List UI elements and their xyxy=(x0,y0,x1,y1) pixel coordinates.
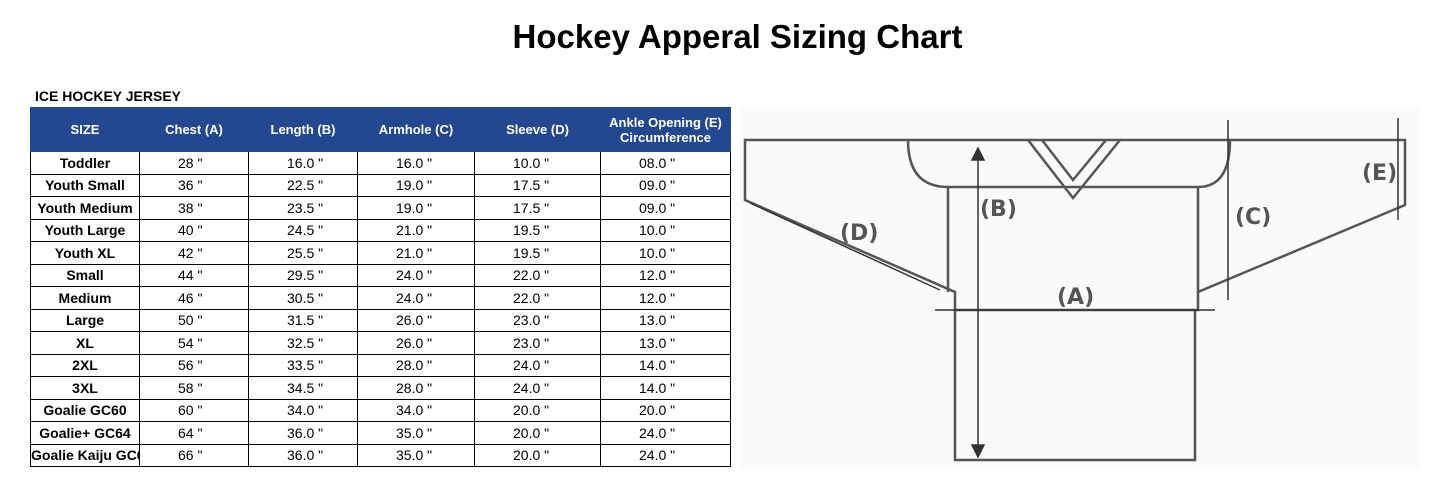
header-cell: Ankle Opening (E) Circumference xyxy=(600,107,731,152)
header-row: SIZE Chest (A) Length (B) Armhole (C) Sleeve… xyxy=(30,107,731,152)
value-cell: 20.0 " xyxy=(474,443,601,467)
value-cell: 17.5 " xyxy=(474,173,601,197)
size-cell: Toddler xyxy=(30,151,140,175)
label-a: (A) xyxy=(1057,285,1094,310)
value-cell: 19.0 " xyxy=(357,196,475,220)
header-cell: SIZE xyxy=(30,107,140,152)
value-cell: 28 " xyxy=(139,151,249,175)
table-row: Youth Small 36 " 22.5 " 19.0 " 17.5 " 09.0 " xyxy=(30,173,731,197)
size-table: SIZE Chest (A) Length (B) Armhole (C) Sleeve… xyxy=(30,107,731,467)
measure-lines xyxy=(749,118,1399,459)
header-cell: Length (B) xyxy=(248,107,358,152)
value-cell: 23.5 " xyxy=(248,196,358,220)
value-cell: 13.0 " xyxy=(600,331,731,355)
value-cell: 12.0 " xyxy=(600,286,731,310)
value-cell: 16.0 " xyxy=(357,151,475,175)
value-cell: 24.0 " xyxy=(600,421,731,445)
value-cell: 46 " xyxy=(139,286,249,310)
value-cell: 10.0 " xyxy=(600,218,731,242)
table-row: Youth Large 40 " 24.5 " 21.0 " 19.5 " 10.0 " xyxy=(30,218,731,242)
value-cell: 40 " xyxy=(139,218,249,242)
value-cell: 14.0 " xyxy=(600,376,731,400)
table-row: Goalie+ GC64 64 " 36.0 " 35.0 " 20.0 " 24.0 " xyxy=(30,421,731,445)
value-cell: 09.0 " xyxy=(600,173,731,197)
value-cell: 36.0 " xyxy=(248,443,358,467)
value-cell: 08.0 " xyxy=(600,151,731,175)
v-neck xyxy=(1027,139,1121,201)
header-cell: Chest (A) xyxy=(139,107,249,152)
value-cell: 17.5 " xyxy=(474,196,601,220)
collar xyxy=(906,139,1232,189)
value-cell: 31.5 " xyxy=(248,308,358,332)
label-b: (B) xyxy=(980,197,1017,222)
value-cell: 19.5 " xyxy=(474,218,601,242)
value-cell: 19.5 " xyxy=(474,241,601,265)
value-cell: 30.5 " xyxy=(248,286,358,310)
header-cell: Sleeve (D) xyxy=(474,107,601,152)
value-cell: 66 " xyxy=(139,443,249,467)
size-cell: Medium xyxy=(30,286,140,310)
value-cell: 21.0 " xyxy=(357,218,475,242)
value-cell: 21.0 " xyxy=(357,241,475,265)
size-cell: Small xyxy=(30,263,140,287)
value-cell: 38 " xyxy=(139,196,249,220)
value-cell: 10.0 " xyxy=(474,151,601,175)
label-e: (E) xyxy=(1362,161,1397,186)
label-d: (D) xyxy=(840,221,878,246)
size-cell: Goalie+ GC64 xyxy=(30,421,140,445)
value-cell: 20.0 " xyxy=(600,398,731,422)
value-cell: 34.5 " xyxy=(248,376,358,400)
title: Hockey Apperal Sizing Chart xyxy=(512,18,963,55)
value-cell: 29.5 " xyxy=(248,263,358,287)
value-cell: 26.0 " xyxy=(357,331,475,355)
value-cell: 09.0 " xyxy=(600,196,731,220)
table-row: Large 50 " 31.5 " 26.0 " 23.0 " 13.0 " xyxy=(30,308,731,332)
value-cell: 64 " xyxy=(139,421,249,445)
table-caption: ICE HOCKEY JERSEY xyxy=(35,88,182,104)
label-c: (C) xyxy=(1235,205,1271,230)
value-cell: 24.5 " xyxy=(248,218,358,242)
table-row: Goalie GC60 60 " 34.0 " 34.0 " 20.0 " 20.0 " xyxy=(30,398,731,422)
value-cell: 36.0 " xyxy=(248,421,358,445)
size-cell: Goalie GC60 xyxy=(30,398,140,422)
jersey-sides xyxy=(946,187,1200,292)
size-cell: Youth Medium xyxy=(30,196,140,220)
jersey-body xyxy=(953,310,1197,462)
value-cell: 24.0 " xyxy=(600,443,731,467)
diagram-bg xyxy=(740,108,1420,468)
header-cell: Armhole (C) xyxy=(357,107,475,152)
table-row: 3XL 58 " 34.5 " 28.0 " 24.0 " 14.0 " xyxy=(30,376,731,400)
value-cell: 35.0 " xyxy=(357,443,475,467)
table-row: XL 54 " 32.5 " 26.0 " 23.0 " 13.0 " xyxy=(30,331,731,355)
size-cell: Youth Small xyxy=(30,173,140,197)
table-body: Toddler 28 " 16.0 " 16.0 " 10.0 " 08.0 " Youth… xyxy=(30,151,731,467)
table-row: Goalie Kaiju GC6666 "36.0 "35.0 "20.0 "2… xyxy=(30,443,731,467)
value-cell: 10.0 " xyxy=(600,241,731,265)
table-row: Youth Medium 38 " 23.5 " 19.0 " 17.5 " 09.0 " xyxy=(30,196,731,220)
table-row: Toddler 28 " 16.0 " 16.0 " 10.0 " 08.0 " xyxy=(30,151,731,175)
size-cell: XL xyxy=(30,331,140,355)
value-cell: 35.0 " xyxy=(357,421,475,445)
size-cell: Youth Large xyxy=(30,218,140,242)
value-cell: 14.0 " xyxy=(600,353,731,377)
size-cell: 3XL xyxy=(30,376,140,400)
